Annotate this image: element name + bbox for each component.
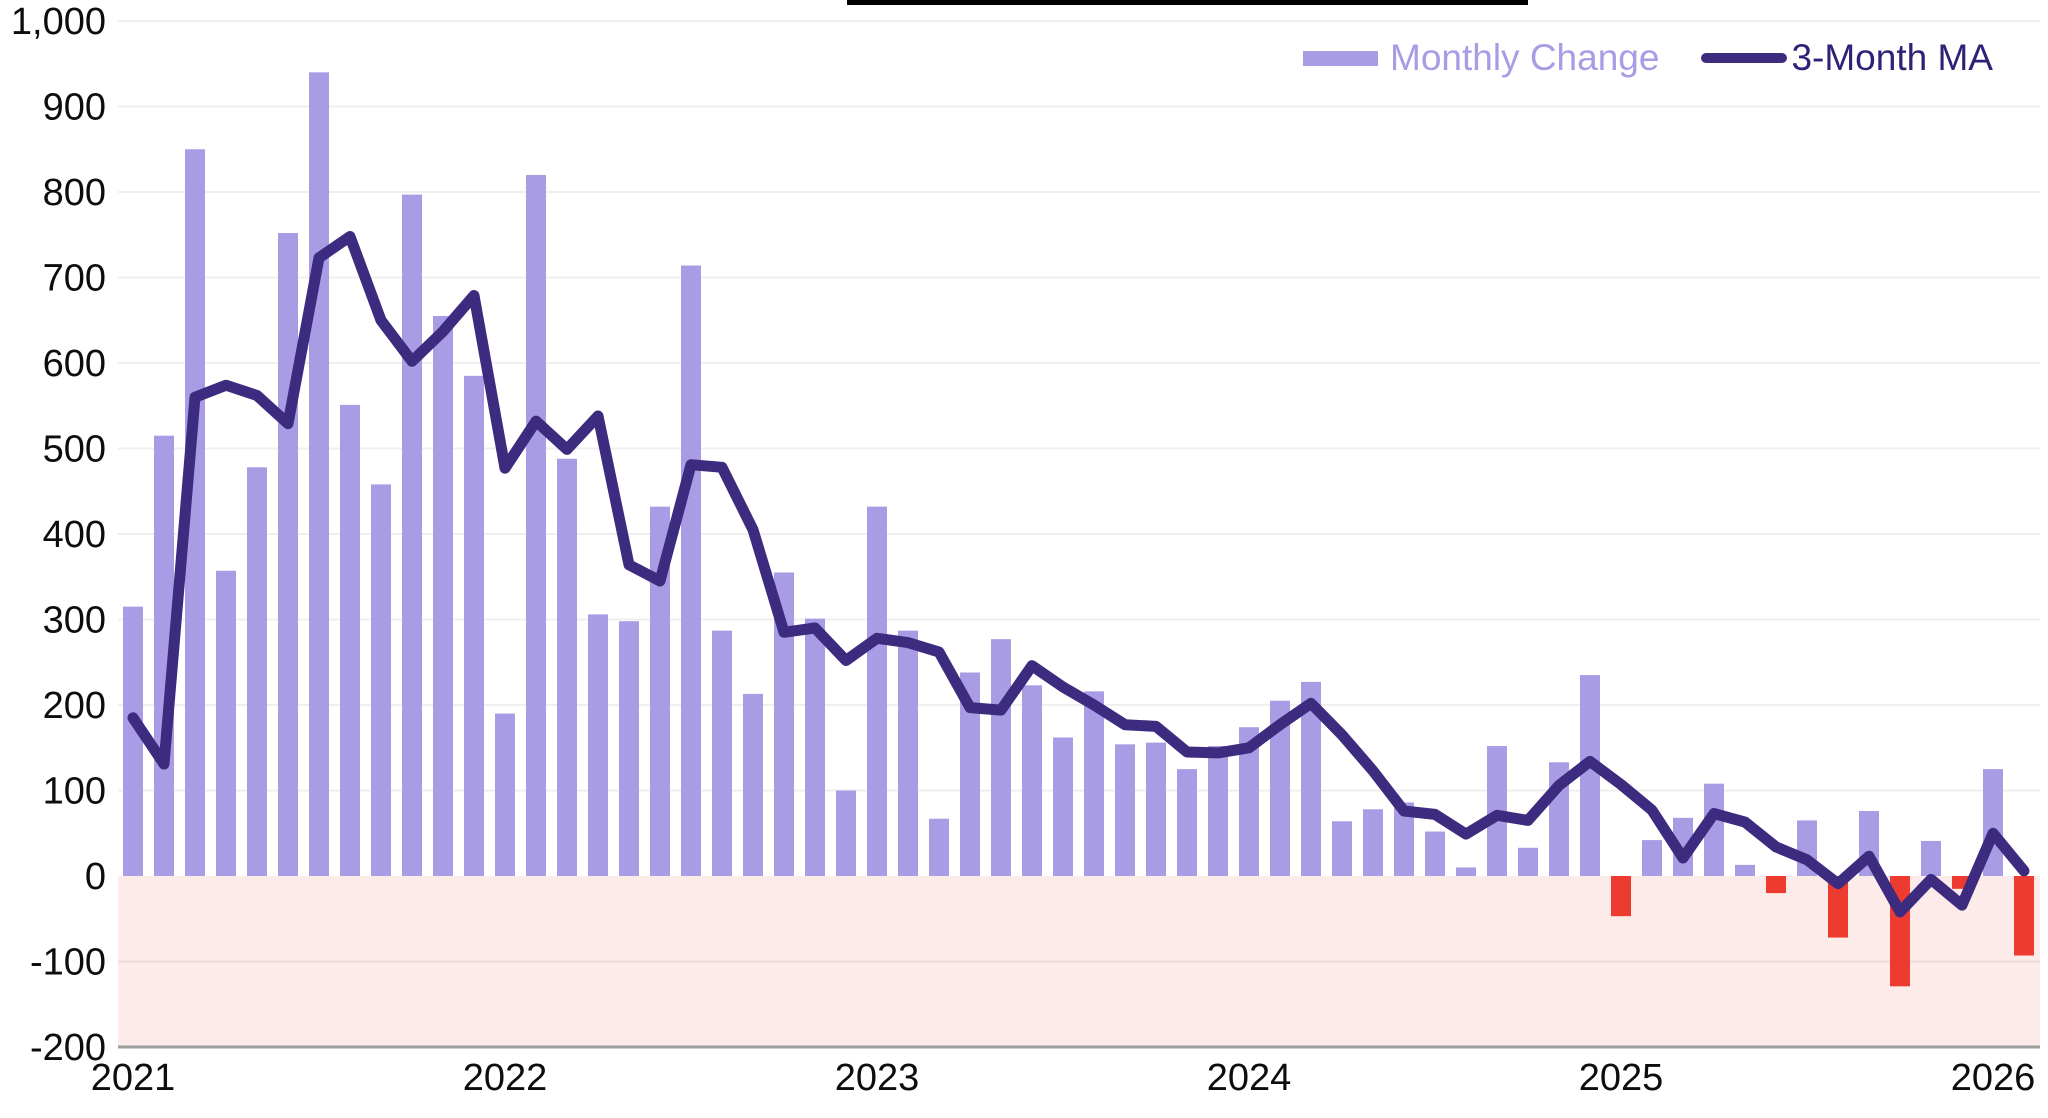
bar-2024-03	[1301, 681, 1321, 876]
y-tick-label-300: 300	[43, 600, 106, 642]
bar-2024-10	[1518, 847, 1538, 876]
bar-2022-10	[774, 572, 794, 876]
bar-2021-03	[185, 149, 205, 876]
x-tick-label-2024: 2024	[1207, 1057, 1292, 1099]
bar-2022-02	[526, 174, 546, 876]
bar-2023-09	[1115, 744, 1135, 876]
bar-2023-03	[929, 818, 949, 876]
ma-line	[127, 231, 2030, 918]
y-tick-label-0: 0	[85, 856, 106, 898]
y-tick-label-400: 400	[43, 514, 106, 556]
bar-2021-11	[433, 315, 453, 877]
y-tick-label-100: 100	[43, 771, 106, 813]
bar-2023-02	[898, 630, 918, 876]
monthly-change-swatch	[1303, 50, 1378, 66]
bar-2022-05	[619, 621, 639, 876]
x-tick-label-2021: 2021	[91, 1057, 176, 1099]
x-tick-label-2026: 2026	[1951, 1057, 2036, 1099]
bar-2024-05	[1363, 809, 1383, 876]
bar-2022-09	[743, 693, 763, 876]
bar-2024-12	[1580, 675, 1600, 876]
bar-2021-07	[309, 72, 329, 877]
x-tick-label-2025: 2025	[1579, 1057, 1664, 1099]
bar-2025-08	[1828, 876, 1848, 938]
bar-2024-01	[1239, 727, 1259, 876]
bar-2023-05	[991, 639, 1011, 876]
bar-2025-03	[1673, 817, 1693, 876]
bar-2026-02	[2014, 876, 2034, 956]
bar-2021-08	[340, 404, 360, 876]
bar-2023-06	[1022, 685, 1042, 876]
bar-2025-01	[1611, 876, 1631, 917]
x-tick-label-2022: 2022	[463, 1057, 548, 1099]
bar-2023-07	[1053, 737, 1073, 876]
bar-2025-11	[1921, 840, 1941, 876]
bar-2021-12	[464, 375, 484, 876]
bar-2022-11	[805, 618, 825, 876]
bar-2024-04	[1332, 821, 1352, 876]
y-tick-label-800: 800	[43, 172, 106, 214]
bar-2022-03	[557, 458, 577, 876]
bar-2024-07	[1425, 831, 1445, 876]
bar-2022-08	[712, 630, 732, 876]
bar-2025-05	[1735, 864, 1755, 876]
bar-2022-01	[495, 713, 515, 876]
bar-2022-07	[681, 265, 701, 876]
bar-2023-04	[960, 672, 980, 876]
x-tick-label-2023: 2023	[835, 1057, 920, 1099]
ma-legend-label: 3-Month MA	[1791, 37, 1993, 78]
legend: Monthly Change 3-Month MA	[1303, 37, 1993, 78]
title-underline	[847, 0, 1528, 5]
y-tick-label--100: -100	[30, 942, 106, 984]
y-tick-label-900: 900	[43, 87, 106, 129]
bar-2025-02	[1642, 840, 1662, 876]
y-tick-label-500: 500	[43, 429, 106, 471]
ma-line-swatch	[1701, 53, 1788, 63]
bar-2024-08	[1456, 867, 1476, 876]
y-tick-label-1,000: 1,000	[11, 1, 106, 43]
bar-2022-12	[836, 790, 856, 876]
bar-2021-10	[402, 194, 422, 876]
bar-2023-12	[1208, 746, 1228, 876]
bar-2021-01	[123, 606, 143, 876]
bar-2021-06	[278, 233, 298, 877]
monthly-change-legend-label: Monthly Change	[1390, 37, 1660, 78]
bar-2024-06	[1394, 802, 1414, 876]
y-tick-label-700: 700	[43, 258, 106, 300]
y-tick-label-200: 200	[43, 685, 106, 727]
bar-2023-01	[867, 506, 887, 876]
y-tick-label--200: -200	[30, 1027, 106, 1069]
bar-2025-06	[1766, 876, 1786, 894]
bar-2025-04	[1704, 783, 1724, 876]
bar-2023-10	[1146, 742, 1166, 876]
bar-2022-04	[588, 614, 608, 876]
bar-2023-11	[1177, 769, 1197, 876]
y-tick-label-600: 600	[43, 343, 106, 385]
bar-2024-02	[1270, 700, 1290, 876]
bar-2021-05	[247, 467, 267, 876]
bar-2021-09	[371, 484, 391, 876]
bar-2023-08	[1084, 691, 1104, 876]
bar-2022-06	[650, 506, 670, 876]
bar-2021-04	[216, 570, 236, 876]
